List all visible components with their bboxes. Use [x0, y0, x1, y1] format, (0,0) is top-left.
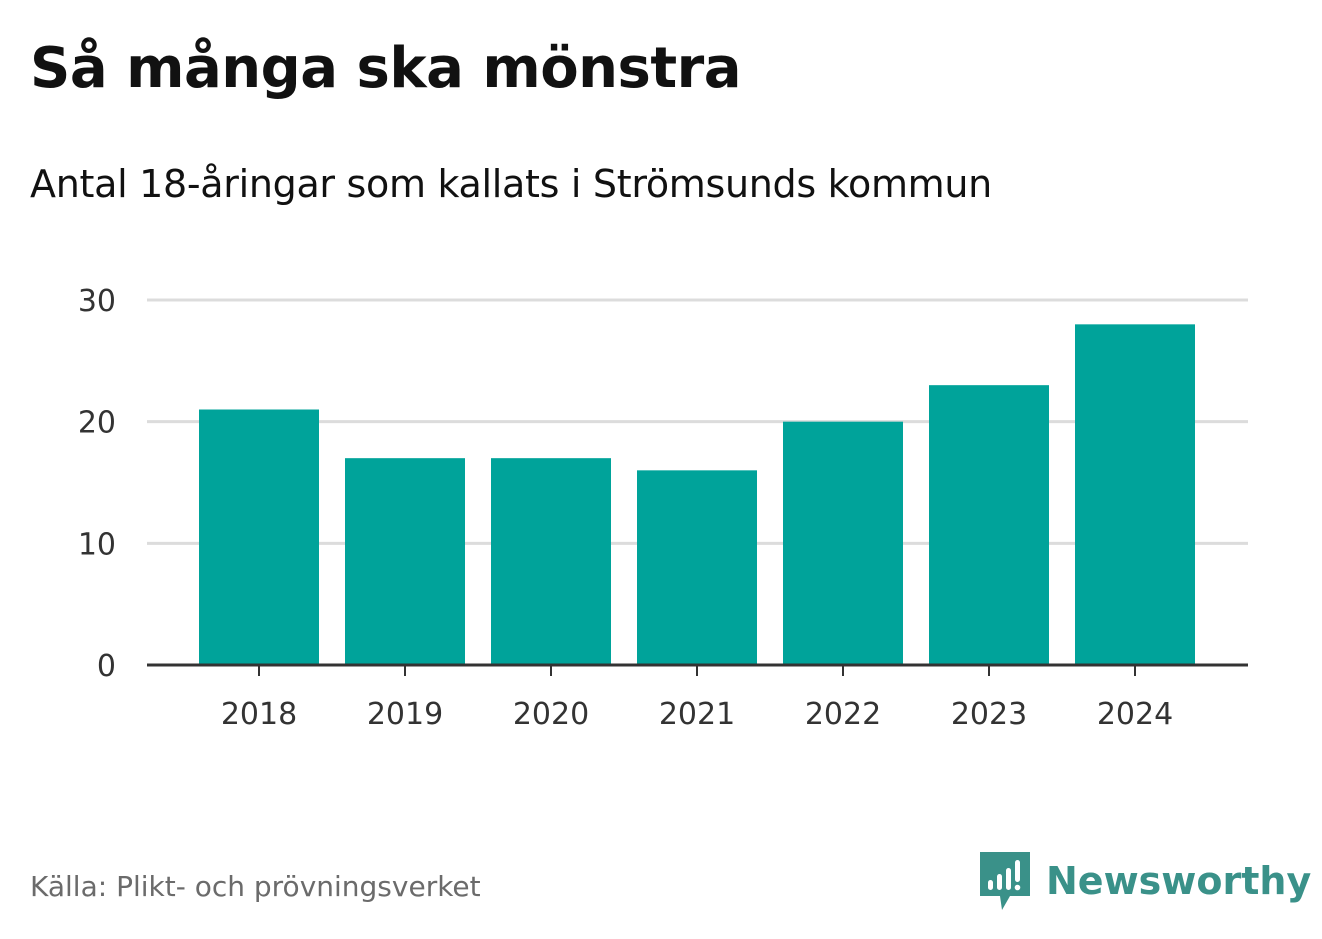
y-tick-label: 10 [78, 527, 116, 562]
x-tick-label: 2024 [1097, 697, 1173, 732]
brand-logo: Newsworthy [980, 850, 1311, 912]
y-tick-label: 30 [78, 284, 116, 319]
chart-title: Så många ska mönstra [30, 36, 742, 101]
bar-2023 [929, 385, 1049, 665]
x-tick-label: 2021 [659, 697, 735, 732]
x-tick-label: 2019 [367, 697, 443, 732]
y-tick-label: 20 [78, 406, 116, 441]
bar-2024 [1075, 324, 1195, 665]
bar-2022 [783, 421, 903, 665]
x-tick-label: 2022 [805, 697, 881, 732]
y-tick-label: 0 [97, 649, 116, 684]
newsworthy-logo-icon [980, 852, 1030, 910]
brand-name: Newsworthy [1046, 859, 1312, 903]
bar-2019 [345, 458, 465, 665]
x-tick-label: 2018 [221, 697, 297, 732]
source-note: Källa: Plikt- och prövningsverket [30, 870, 481, 903]
bar-2021 [637, 470, 757, 665]
chart-subtitle: Antal 18-åringar som kallats i Strömsund… [30, 162, 992, 206]
x-tick-label: 2020 [513, 697, 589, 732]
bar-2020 [491, 458, 611, 665]
bar-2018 [199, 409, 319, 665]
x-tick-label: 2023 [951, 697, 1027, 732]
